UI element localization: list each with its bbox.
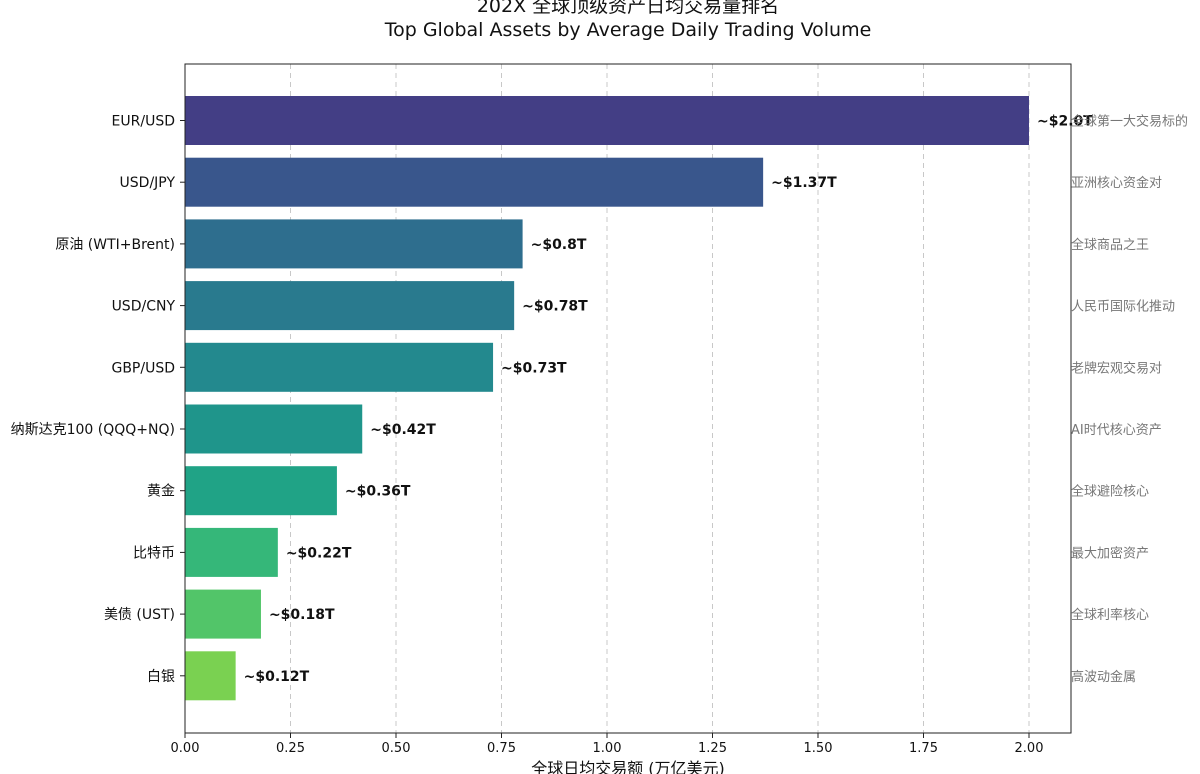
chart-subtitle: Top Global Assets by Average Daily Tradi… — [384, 19, 872, 41]
category-label: 比特币 — [133, 545, 175, 561]
x-axis-ticks: 0.00 0.25 0.50 0.75 1.00 1.25 1.50 1.75 2.00 — [171, 733, 1044, 756]
value-label: ~$0.73T — [501, 360, 567, 376]
bar — [185, 342, 494, 392]
value-label: ~$1.37T — [771, 175, 837, 191]
bar — [185, 281, 515, 331]
category-label: USD/JPY — [120, 175, 176, 191]
x-tick-label: 0.25 — [276, 741, 305, 756]
x-tick-label: 1.25 — [698, 741, 727, 756]
bar — [185, 404, 363, 454]
bar — [185, 589, 261, 639]
category-label: 美债 (UST) — [104, 607, 175, 623]
x-tick-label: 0.50 — [382, 741, 411, 756]
annotation-label: 全球利率核心 — [1071, 607, 1149, 623]
category-label: 白银 — [147, 669, 175, 685]
plot-frame — [184, 63, 1072, 734]
bar — [185, 157, 764, 207]
bars — [185, 96, 1029, 701]
value-label: ~$0.18T — [269, 607, 335, 623]
category-label: 纳斯达克100 (QQQ+NQ) — [11, 422, 175, 438]
value-label: ~$0.36T — [345, 484, 411, 500]
annotation-label: 高波动金属 — [1071, 669, 1136, 685]
bar — [185, 651, 236, 701]
category-label: GBP/USD — [111, 360, 175, 376]
x-axis-label: 全球日均交易额 (万亿美元) — [531, 759, 725, 774]
annotation-label: 亚洲核心资金对 — [1071, 175, 1162, 191]
annotation-label: 全球商品之王 — [1071, 237, 1149, 253]
x-tick-label: 0.00 — [171, 741, 200, 756]
annotation-label: 全球避险核心 — [1071, 484, 1149, 500]
category-label: 黄金 — [147, 483, 175, 500]
x-tick-label: 0.75 — [487, 741, 516, 756]
bar — [185, 219, 523, 269]
value-label: ~$0.22T — [286, 545, 352, 561]
annotation-label: 全球第一大交易标的 — [1071, 114, 1188, 130]
x-tick-label: 2.00 — [1015, 741, 1044, 756]
x-tick-label: 1.50 — [804, 741, 833, 756]
chart-title: 202X 全球顶级资产日均交易量排名 — [477, 0, 779, 17]
annotation-label: 最大加密资产 — [1071, 545, 1149, 561]
category-label: 原油 (WTI+Brent) — [55, 237, 175, 253]
value-label: ~$0.78T — [522, 299, 588, 315]
y-axis-category-labels: EUR/USD USD/JPY 原油 (WTI+Brent) USD/CNY GBP/U… — [11, 114, 185, 685]
category-label: USD/CNY — [112, 299, 176, 315]
value-label: ~$0.12T — [244, 669, 310, 685]
bar — [185, 527, 278, 577]
value-labels: ~$2.0T ~$1.37T ~$0.8T ~$0.78T ~$0.73T ~$0.42T… — [244, 114, 1094, 685]
annotation-label: 人民币国际化推动 — [1071, 300, 1175, 315]
value-label: ~$2.0T — [1037, 114, 1093, 130]
category-label: EUR/USD — [112, 114, 175, 130]
annotation-label: 老牌宏观交易对 — [1071, 360, 1162, 376]
bar — [185, 466, 337, 516]
x-tick-label: 1.75 — [909, 741, 938, 756]
value-label: ~$0.8T — [531, 237, 587, 253]
value-label: ~$0.42T — [370, 422, 436, 438]
x-tick-label: 1.00 — [593, 741, 622, 756]
bar — [185, 96, 1029, 145]
annotation-label: AI时代核心资产 — [1071, 423, 1162, 438]
